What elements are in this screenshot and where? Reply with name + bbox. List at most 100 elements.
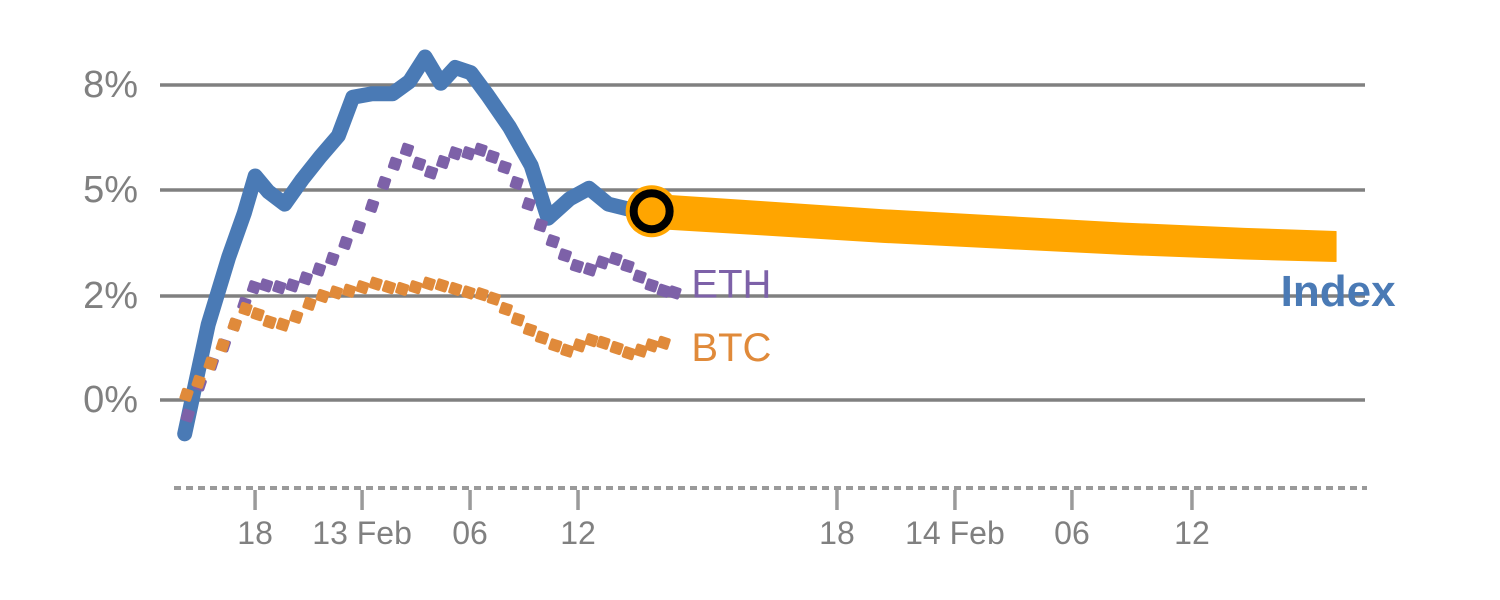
x-axis-tick-label: 18 [237,515,273,551]
series-dot [351,220,366,235]
index-transition-marker[interactable] [629,189,674,234]
series-dot [584,333,599,348]
x-axis-tick-label: 14 Feb [905,515,1005,551]
x-axis-tick-label: 06 [452,515,488,551]
gridlines-group [160,83,1365,402]
series-dot [312,262,327,277]
series-dot [534,330,550,345]
series-dot [620,258,635,274]
eth-label: ETH [691,263,771,307]
series-dot [569,258,584,274]
series-dot [338,235,353,251]
series-dot [424,165,439,180]
series-dot [596,335,611,350]
series-dot [381,280,396,295]
series-dot [461,146,476,161]
series-dot [633,343,648,358]
y-axis-labels-group: 8% 5% 2% 0% [83,64,138,421]
series-dot [315,288,330,304]
series-dot [227,317,242,332]
series-dot [497,160,512,175]
series-dot [180,408,195,423]
series-dot [621,346,636,361]
series-dot [656,335,671,350]
series-line-index [177,49,660,442]
series-dot [246,280,262,295]
series-dot [421,276,436,291]
series-dot [485,149,500,164]
series-dot [644,278,659,293]
btc-label: BTC [691,326,771,370]
series-dot [473,142,488,157]
series-dot [328,285,343,300]
series-dot [560,343,575,358]
series-dot [548,338,563,353]
series-dot [258,278,274,293]
series-dot [632,269,647,284]
series-dot [510,312,525,327]
series-dot [667,285,682,300]
series-dot [355,280,370,295]
x-axis-tick-label: 13 Feb [312,515,412,551]
series-dot [545,234,560,249]
series-dot [272,280,287,295]
series-dot [644,338,659,353]
series-dot [179,387,194,402]
annotations-group: ETH BTC Index [691,263,1396,370]
x-axis-tick-label: 18 [819,515,855,551]
series-dot [298,271,313,286]
series-dot [289,309,304,324]
series-dot [262,314,277,330]
series-dot [377,175,392,191]
series-dot [509,175,524,191]
series-dot [498,301,513,317]
series-dot [412,156,427,171]
series-dot [656,283,671,298]
series-dot [285,278,300,293]
series-dot [387,156,403,171]
series-dot [521,197,536,212]
series-dot [609,340,624,356]
x-axis-tick-label: 12 [560,515,596,551]
series-dot [302,296,317,311]
series-dot [608,251,623,266]
series-dot [191,374,206,389]
series-dot [533,218,548,233]
series-dot [572,338,587,353]
index-label: Index [1281,267,1396,316]
series-dotted-btc [179,276,671,402]
series-dot [325,251,340,266]
series-dot [238,301,253,317]
series-dot [522,322,537,337]
series-dot [557,248,572,263]
series-dot [448,146,463,161]
series-dot [215,338,230,353]
series-dot [365,198,380,213]
x-axis-tick-label: 06 [1054,515,1090,551]
y-axis-tick-label: 2% [83,275,138,317]
series-dot [448,281,463,296]
series-dot [203,356,218,371]
series-dot [368,276,383,291]
series-dot [275,317,290,332]
series-band-index-forecast [651,193,1337,263]
series-dot [399,142,415,157]
y-axis-tick-label: 8% [83,64,138,106]
series-dot [595,255,610,270]
series-dot [250,307,265,322]
series-dot [461,285,476,300]
y-axis-tick-label: 5% [83,169,138,211]
series-dot [342,283,357,298]
series-dot [395,281,410,296]
marker-group [625,185,678,238]
series-dotted-eth [180,142,682,423]
series-dot [408,280,423,295]
series-dot [486,291,501,306]
series-dot [434,278,450,293]
x-axis-tick-label: 12 [1174,515,1210,551]
x-axis-group: 18 13 Feb 06 12 18 14 Feb 06 12 [174,486,1367,551]
series-dot [583,262,598,277]
series-dot [474,287,489,302]
